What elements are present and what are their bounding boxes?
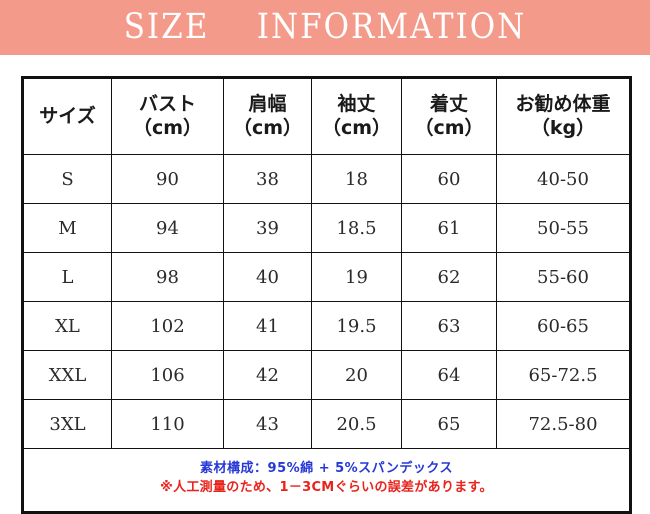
column-header-bust: バスト （cm）	[111, 77, 224, 155]
column-header-bust-unit: （cm）	[132, 116, 203, 139]
cell-sleeve: 19.5	[311, 301, 402, 351]
table-header-row: サイズ バスト （cm） 肩幅 （cm） 袖丈 （cm）	[22, 77, 631, 155]
cell-weight: 55-60	[496, 252, 631, 302]
column-header-length-label: 着丈	[429, 92, 468, 115]
table-row: M 94 39 18.5 61 50-55	[22, 203, 631, 253]
cell-weight: 65-72.5	[496, 350, 631, 400]
cell-size: XXL	[22, 350, 112, 400]
cell-length: 61	[401, 203, 497, 253]
cell-shoulder: 42	[223, 350, 312, 400]
material-composition-note: 素材構成：95%綿 + 5%スパンデックス	[200, 461, 453, 477]
column-header-weight-unit: （kg）	[530, 116, 596, 139]
cell-bust: 110	[111, 399, 224, 449]
cell-size: M	[22, 203, 112, 253]
size-table-container: サイズ バスト （cm） 肩幅 （cm） 袖丈 （cm）	[21, 76, 632, 514]
column-header-bust-label: バスト	[138, 92, 196, 115]
cell-sleeve: 18	[311, 154, 402, 204]
cell-bust: 102	[111, 301, 224, 351]
column-header-shoulder-label: 肩幅	[248, 92, 287, 115]
page-banner: SIZE INFORMATION	[0, 0, 650, 55]
column-header-sleeve: 袖丈 （cm）	[311, 77, 402, 155]
table-row: S 90 38 18 60 40-50	[22, 154, 631, 204]
cell-weight: 40-50	[496, 154, 631, 204]
cell-length: 64	[401, 350, 497, 400]
size-table: サイズ バスト （cm） 肩幅 （cm） 袖丈 （cm）	[21, 76, 632, 514]
column-header-size-label: サイズ	[39, 104, 96, 127]
cell-size: L	[22, 252, 112, 302]
footer-notes-cell: 素材構成：95%綿 + 5%スパンデックス ※人工測量のため、1－3CMぐらいの…	[22, 448, 631, 513]
cell-sleeve: 18.5	[311, 203, 402, 253]
cell-size: S	[22, 154, 112, 204]
column-header-weight: お勧め体重 （kg）	[496, 77, 631, 155]
cell-weight: 50-55	[496, 203, 631, 253]
cell-bust: 106	[111, 350, 224, 400]
measurement-tolerance-note: ※人工測量のため、1－3CMぐらいの誤差があります。	[160, 480, 493, 495]
table-row: 3XL 110 43 20.5 65 72.5-80	[22, 399, 631, 449]
cell-bust: 98	[111, 252, 224, 302]
cell-shoulder: 41	[223, 301, 312, 351]
cell-shoulder: 39	[223, 203, 312, 253]
cell-size: 3XL	[22, 399, 112, 449]
cell-sleeve: 20.5	[311, 399, 402, 449]
cell-sleeve: 19	[311, 252, 402, 302]
cell-shoulder: 40	[223, 252, 312, 302]
cell-bust: 90	[111, 154, 224, 204]
cell-shoulder: 38	[223, 154, 312, 204]
table-row: L 98 40 19 62 55-60	[22, 252, 631, 302]
cell-sleeve: 20	[311, 350, 402, 400]
column-header-shoulder-unit: （cm）	[232, 116, 303, 139]
column-header-length: 着丈 （cm）	[401, 77, 497, 155]
cell-size: XL	[22, 301, 112, 351]
cell-weight: 72.5-80	[496, 399, 631, 449]
cell-length: 62	[401, 252, 497, 302]
column-header-sleeve-label: 袖丈	[337, 92, 376, 115]
cell-weight: 60-65	[496, 301, 631, 351]
column-header-shoulder: 肩幅 （cm）	[223, 77, 312, 155]
column-header-sleeve-unit: （cm）	[321, 116, 392, 139]
table-row: XXL 106 42 20 64 65-72.5	[22, 350, 631, 400]
cell-length: 60	[401, 154, 497, 204]
cell-shoulder: 43	[223, 399, 312, 449]
column-header-size: サイズ	[22, 77, 112, 155]
page-title: SIZE INFORMATION	[123, 6, 527, 48]
column-header-weight-label: お勧め体重	[515, 92, 611, 115]
table-row: XL 102 41 19.5 63 60-65	[22, 301, 631, 351]
table-footer-row: 素材構成：95%綿 + 5%スパンデックス ※人工測量のため、1－3CMぐらいの…	[22, 448, 631, 513]
cell-length: 65	[401, 399, 497, 449]
column-header-length-unit: （cm）	[414, 116, 484, 139]
cell-length: 63	[401, 301, 497, 351]
cell-bust: 94	[111, 203, 224, 253]
